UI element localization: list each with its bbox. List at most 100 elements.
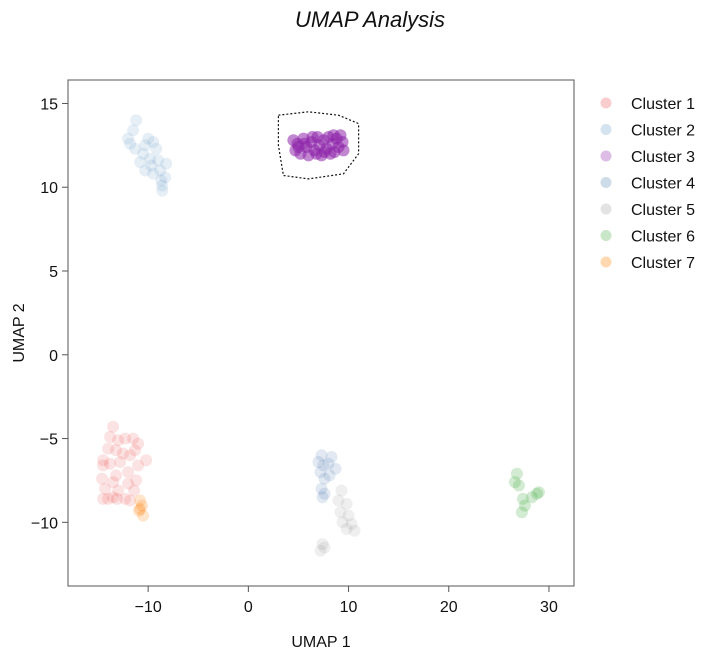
- data-point: [122, 477, 135, 490]
- data-point: [132, 437, 145, 450]
- data-point: [317, 459, 330, 472]
- data-point: [322, 457, 335, 470]
- data-point: [97, 459, 110, 472]
- x-axis-label: UMAP 1: [291, 634, 350, 651]
- data-point: [348, 524, 361, 537]
- series-4: [312, 449, 342, 504]
- y-tick-label: 10: [40, 180, 58, 197]
- data-point: [154, 164, 167, 177]
- data-point: [107, 476, 120, 489]
- data-point: [332, 494, 345, 507]
- series-7: [133, 494, 150, 522]
- data-point: [107, 420, 120, 433]
- data-point: [119, 492, 132, 505]
- x-tick-label: 0: [244, 599, 253, 616]
- data-point: [315, 449, 328, 462]
- selection-outline: [277, 111, 360, 180]
- data-point: [156, 179, 169, 192]
- data-point: [97, 492, 110, 505]
- data-point: [139, 164, 152, 177]
- data-point: [318, 541, 331, 554]
- legend-label: Cluster 6: [631, 229, 695, 246]
- data-point: [155, 174, 168, 187]
- legend-marker: [600, 203, 612, 215]
- data-point: [117, 447, 130, 460]
- data-point: [315, 482, 328, 495]
- chart-title: UMAP Analysis: [295, 7, 445, 32]
- data-point: [147, 167, 160, 180]
- data-point: [345, 518, 358, 530]
- data-point: [156, 184, 169, 197]
- axes: −10 0 10 20 30 −10 −5 0 5 10 15: [31, 96, 558, 616]
- data-point: [150, 142, 163, 155]
- data-point: [119, 432, 132, 445]
- legend-marker: [600, 177, 612, 188]
- data-point: [122, 132, 135, 145]
- series-3: [287, 129, 350, 162]
- x-tick-label: 20: [440, 599, 458, 616]
- data-point: [104, 457, 117, 470]
- y-tick-label: 5: [49, 264, 58, 281]
- data-point: [137, 147, 150, 160]
- data-point: [515, 506, 528, 519]
- data-point: [145, 159, 158, 172]
- data-point: [132, 459, 145, 472]
- series-6: [508, 467, 545, 519]
- data-point: [144, 152, 157, 165]
- data-point: [130, 474, 143, 487]
- data-point: [329, 462, 342, 475]
- lasso-selection-outline: [277, 111, 360, 180]
- data-point: [129, 444, 142, 457]
- data-point: [124, 137, 137, 150]
- data-point: [510, 467, 523, 480]
- legend-label: Cluster 5: [631, 202, 695, 219]
- data-point: [340, 523, 353, 535]
- data-point: [325, 451, 338, 463]
- data-point: [127, 432, 140, 445]
- series-1: [96, 420, 153, 507]
- data-point: [512, 479, 525, 492]
- data-point: [530, 487, 543, 500]
- data-point: [318, 146, 331, 158]
- legend-marker: [600, 256, 612, 268]
- data-point: [316, 491, 329, 504]
- data-point: [516, 492, 529, 505]
- data-point: [102, 492, 115, 505]
- legend-label: Cluster 4: [631, 176, 695, 193]
- y-tick-label: 0: [49, 348, 58, 365]
- data-point: [306, 131, 319, 143]
- data-point: [96, 472, 109, 485]
- y-tick-label: −10: [31, 515, 58, 532]
- series-5: [314, 484, 361, 557]
- legend-label: Cluster 3: [631, 149, 695, 166]
- data-point: [316, 538, 329, 551]
- data-point: [318, 472, 331, 485]
- data-point: [104, 430, 117, 443]
- data-point: [142, 132, 155, 145]
- data-point: [152, 154, 165, 167]
- x-tick-label: 10: [340, 599, 358, 616]
- data-point: [140, 454, 153, 467]
- data-point: [318, 487, 331, 500]
- data-point: [312, 456, 325, 468]
- data-point: [137, 509, 150, 522]
- data-point: [314, 466, 327, 479]
- scatter-points: [96, 114, 545, 557]
- data-point: [323, 469, 336, 482]
- legend: Cluster 1 Cluster 2 Cluster 3 Cluster 4 Clus…: [600, 96, 695, 272]
- legend-label: Cluster 2: [631, 123, 695, 140]
- y-tick-label: −5: [40, 432, 58, 449]
- data-point: [336, 516, 349, 529]
- legend-marker: [600, 124, 612, 135]
- data-point: [114, 456, 127, 468]
- data-point: [508, 476, 521, 489]
- data-point: [159, 171, 172, 184]
- legend-label: Cluster 7: [631, 255, 695, 272]
- data-point: [97, 454, 110, 467]
- data-point: [128, 484, 141, 497]
- data-point: [110, 444, 123, 457]
- data-point: [327, 129, 340, 142]
- plot-area-frame: [67, 79, 575, 587]
- data-point: [147, 136, 160, 148]
